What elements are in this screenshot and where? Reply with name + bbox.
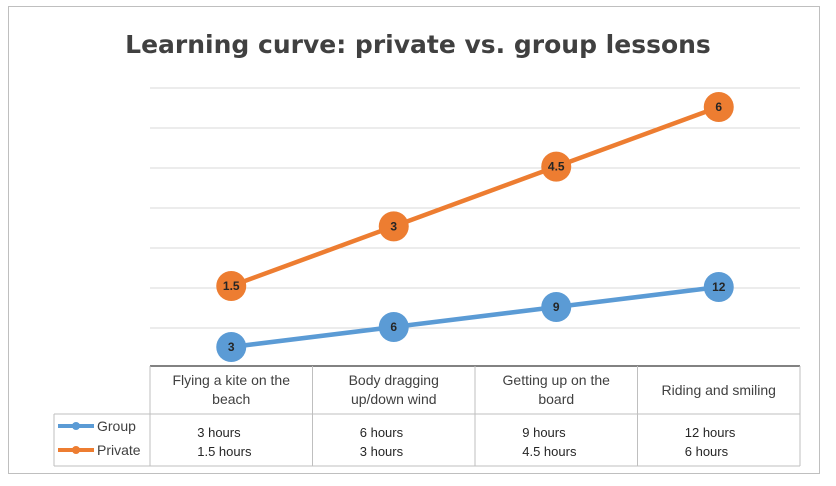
data-label: 6: [715, 100, 722, 114]
data-label: 3: [390, 219, 397, 233]
data-table: Flying a kite on the beach Body dragging up…: [53, 365, 801, 467]
series-line: [230, 284, 720, 350]
data-label: 4.5: [548, 160, 565, 174]
table-cell: 6 hours: [685, 444, 729, 459]
data-point: [541, 151, 572, 182]
data-markers: 3 6 9 12 1.5 3 4.5 6: [216, 92, 734, 362]
series-lines: [230, 104, 720, 350]
table-cell: 4.5 hours: [522, 444, 577, 459]
table-cell: 1.5 hours: [197, 444, 252, 459]
data-point: [216, 271, 247, 301]
table-cell: 12 hours: [685, 425, 736, 440]
chart-frame: [8, 6, 820, 474]
table-cell: 3 hours: [197, 425, 241, 440]
legend-key-marker: [72, 422, 80, 430]
data-point: [703, 272, 734, 302]
data-point: [378, 312, 409, 342]
x-tick-label: Flying a kite on the beach: [172, 372, 290, 407]
table-cell: 6 hours: [360, 425, 404, 440]
legend-key-marker: [72, 446, 80, 454]
table-cell: 9 hours: [522, 425, 566, 440]
legend-label: Private: [97, 442, 141, 458]
table-cell: 3 hours: [360, 444, 404, 459]
x-tick-label: Riding and smiling: [662, 382, 776, 398]
data-label: 3: [228, 340, 235, 354]
data-label: 12: [712, 280, 726, 294]
x-tick-label: Body dragging up/down wind: [349, 372, 439, 407]
legend-label: Group: [97, 418, 136, 434]
data-label: 9: [553, 300, 560, 314]
gridlines: [150, 87, 800, 329]
data-label: 1.5: [223, 279, 240, 293]
chart-title: Learning curve: private vs. group lesson…: [125, 30, 711, 59]
data-point: [541, 292, 572, 322]
data-point: [378, 211, 409, 242]
data-point: [216, 332, 247, 362]
data-point: [703, 92, 734, 122]
series-line: [230, 104, 720, 289]
x-tick-label: Getting up on the board: [503, 372, 611, 407]
data-label: 6: [390, 320, 397, 334]
